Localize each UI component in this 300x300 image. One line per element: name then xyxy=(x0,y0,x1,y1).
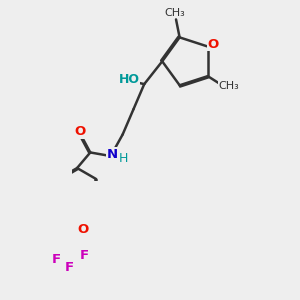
Text: CH₃: CH₃ xyxy=(164,8,185,18)
Text: F: F xyxy=(65,261,74,274)
Text: O: O xyxy=(207,38,219,51)
Text: F: F xyxy=(79,249,88,262)
Text: N: N xyxy=(107,148,118,160)
Text: F: F xyxy=(52,253,61,266)
Text: HO: HO xyxy=(119,73,140,86)
Text: CH₃: CH₃ xyxy=(218,81,239,92)
Text: H: H xyxy=(119,152,128,165)
Text: O: O xyxy=(77,223,88,236)
Text: O: O xyxy=(74,125,86,138)
